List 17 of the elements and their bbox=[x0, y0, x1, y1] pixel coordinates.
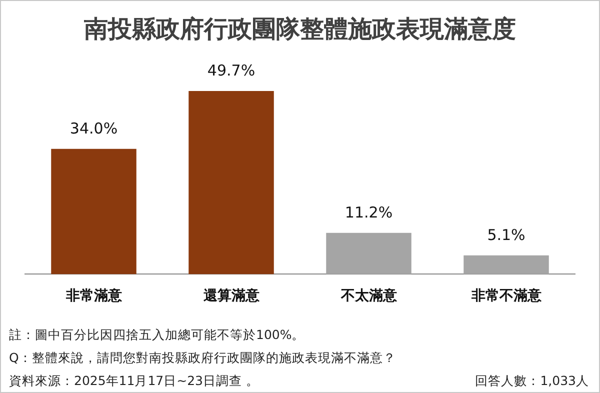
text: Q：整體來說，請問您對南投縣政府行政團隊的施政表現滿不滿意？ bbox=[9, 349, 397, 367]
data-label: 49.7% bbox=[207, 61, 256, 80]
bar bbox=[464, 255, 549, 274]
data-label: 34.0% bbox=[70, 119, 118, 138]
chart-title: 南投縣政府行政團隊整體施政表現滿意度 bbox=[83, 14, 517, 45]
source-note: 資料來源：2025年11月17日~23日調查 。 bbox=[9, 372, 259, 390]
x-tick-label: 非常不滿意 bbox=[470, 287, 542, 304]
bar bbox=[51, 148, 136, 274]
x-tick-label: 不太滿意 bbox=[340, 287, 398, 304]
x-tick-label: 非常滿意 bbox=[64, 287, 123, 304]
bar bbox=[326, 232, 412, 274]
text: 回答人數：1,033人 bbox=[475, 372, 589, 390]
x-tick-label: 還算滿意 bbox=[202, 287, 260, 304]
data-label: 11.2% bbox=[344, 203, 393, 222]
bar bbox=[188, 91, 274, 274]
text: 註：圖中百分比因四捨五入加總可能不等於100%。 bbox=[9, 326, 306, 344]
data-label: 5.1% bbox=[487, 226, 526, 244]
